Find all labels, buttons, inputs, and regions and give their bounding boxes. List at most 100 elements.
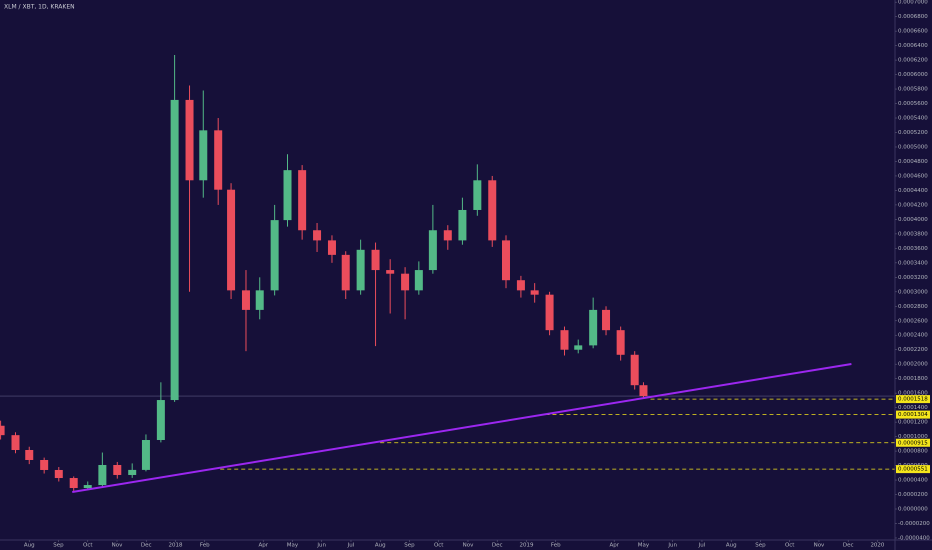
candle-body [602, 309, 611, 331]
y-tick-label: 0.0006400 [898, 43, 928, 49]
y-tick-label: 0.0006600 [898, 29, 928, 35]
trendline [72, 362, 852, 493]
x-tick-label: Feb [551, 543, 561, 549]
candle-body [356, 249, 365, 291]
y-tick-label: 0.0004000 [898, 217, 928, 223]
x-tick-label: Aug [375, 543, 386, 549]
candle-body [141, 440, 150, 470]
candle-body [54, 469, 63, 479]
y-tick-label: 0.0002400 [898, 333, 928, 339]
x-tick-label: Dec [492, 543, 503, 549]
candle-body [341, 254, 350, 291]
candle-body [25, 450, 34, 460]
candle-body [298, 170, 307, 231]
candle-body [185, 99, 194, 181]
candle-body [214, 130, 223, 190]
y-tick-label: 0.0001400 [898, 405, 928, 411]
y-tick-label: 0.0003400 [898, 260, 928, 266]
candle-body [443, 230, 452, 241]
y-tick-label: 0.0005400 [898, 116, 928, 122]
level-label: 0.0001304 [898, 412, 928, 418]
candle-body [227, 189, 236, 291]
y-tick-label: 0.0002800 [898, 304, 928, 310]
y-tick-label: -0.0000400 [898, 535, 930, 541]
y-tick-label: 0.0002600 [898, 318, 928, 324]
candle-body [630, 354, 639, 386]
x-tick-label: May [638, 543, 650, 549]
x-tick-label: Jul [347, 543, 355, 549]
y-tick-label: 0.0006200 [898, 58, 928, 64]
candle-body [371, 249, 380, 271]
candle-body [156, 400, 165, 441]
candle-body [313, 230, 322, 241]
candle-body [616, 330, 625, 355]
level-label: 0.0001518 [898, 397, 928, 403]
candle-body [0, 425, 5, 436]
y-tick-label: 0.0007000 [898, 0, 928, 6]
x-tick-label: Dec [843, 543, 854, 549]
y-tick-label: 0.0005000 [898, 144, 928, 150]
x-tick-label: Nov [112, 543, 123, 549]
x-tick-label: Apr [609, 543, 619, 549]
y-tick-label: 0.0004800 [898, 159, 928, 165]
x-tick-label: Oct [434, 543, 444, 549]
candle-body [501, 240, 510, 281]
candle-body [516, 280, 525, 291]
candle-body [401, 273, 410, 291]
candle-body [255, 290, 264, 310]
x-tick-label: Sep [755, 543, 766, 549]
candle-body [199, 130, 208, 181]
x-tick-label: Apr [258, 543, 268, 549]
y-tick-label: 0.0006000 [898, 72, 928, 78]
y-tick-label: 0.0003000 [898, 289, 928, 295]
candle-body [589, 309, 598, 346]
y-tick-label: 0.0001000 [898, 434, 928, 440]
x-tick-label: Feb [200, 543, 210, 549]
x-tick-label: Dec [141, 543, 152, 549]
candle-body [98, 464, 107, 486]
candle-body [386, 270, 395, 274]
candle-body [473, 180, 482, 210]
plot-area [0, 55, 895, 493]
y-tick-label: 0.0005200 [898, 130, 928, 136]
candle-body [560, 330, 569, 350]
candle-body [414, 270, 423, 291]
candle-body [327, 240, 336, 255]
x-tick-label: Jul [698, 543, 706, 549]
y-tick-label: 0.0002200 [898, 347, 928, 353]
candle-body [40, 459, 49, 470]
candle-body [241, 290, 250, 310]
y-tick-label: 0.0000400 [898, 478, 928, 484]
candle-body [283, 170, 292, 221]
candle-body [458, 209, 467, 241]
x-tick-label: 2018 [168, 543, 182, 549]
candle-body [11, 435, 20, 450]
level-label-box [896, 438, 930, 447]
candle-body [530, 290, 539, 295]
candle-body [69, 478, 78, 489]
candle-body [639, 385, 648, 397]
y-tick-label: 0.0003200 [898, 275, 928, 281]
x-tick-label: Sep [404, 543, 415, 549]
candle-body [113, 464, 122, 475]
candle-body [428, 230, 437, 271]
y-tick-label: 0.0001200 [898, 420, 928, 426]
x-tick-label: Nov [463, 543, 474, 549]
y-tick-label: 0.0003800 [898, 231, 928, 237]
level-label: 0.0000915 [898, 440, 928, 446]
y-tick-label: -0.0000200 [898, 521, 930, 527]
candle-body [270, 220, 279, 291]
y-tick-label: 0.0004200 [898, 202, 928, 208]
x-tick-label: 2020 [870, 543, 884, 549]
x-tick-label: Nov [814, 543, 825, 549]
x-tick-label: Jun [667, 543, 677, 549]
y-tick-label: 0.0000800 [898, 449, 928, 455]
y-tick-label: 0.0002000 [898, 362, 928, 368]
y-tick-label: 0.0005600 [898, 101, 928, 107]
candle-body [488, 180, 497, 241]
level-label-box [896, 410, 930, 419]
x-tick-label: Aug [726, 543, 737, 549]
candle-body [83, 485, 92, 489]
